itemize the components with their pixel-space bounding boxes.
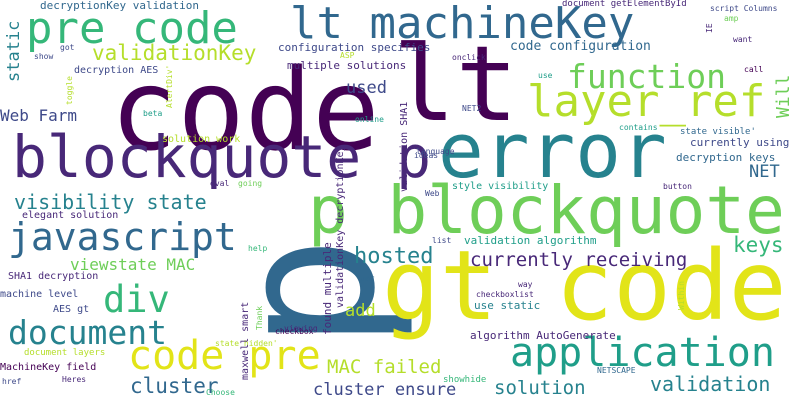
word-call: call [744,65,764,74]
word-solution-work: solution work [162,134,241,145]
word-state-hidden: state hidden' [215,339,278,348]
word-maxwell-smart: maxwell smart [240,301,251,380]
word-netscape: NETSCAPE [597,366,636,375]
word-application: application [510,330,775,376]
word-show: show [34,52,54,61]
word-javascript: javascript [8,215,237,259]
word-algorithm-autogenerate: algorithm AutoGenerate [470,329,616,342]
word-currently-using: currently using [690,136,790,149]
word-lt-machinekey: lt machineKey [290,0,635,49]
word-heres: Heres [62,375,87,384]
word-eval: eval [210,179,230,188]
word-validationkey-decryptionkey: validationKey decryptionKey [335,145,346,308]
word-ie: IE [705,23,714,33]
word-document: document [8,313,167,352]
word-machinekey-field: MachineKey field [0,362,97,373]
word-viewing: viewing [284,324,318,333]
word-blockquote-p: blockquote p [12,123,432,191]
word-document-layers: document layers [24,348,106,358]
word-list: list [432,236,452,245]
word-viewstate-mac: viewstate MAC [70,255,196,274]
word-code: code [110,46,380,176]
word-used: used [346,78,387,98]
word-add: add [345,301,376,321]
word-going: going [238,179,263,188]
word-onclick: onclick [452,53,486,62]
word-static: static [4,20,24,82]
word-aes-gt: AES gt [53,304,90,315]
word-showhide: showhide [443,375,487,385]
word-checkbox: checkbox [275,327,314,336]
word-var: var [360,274,375,283]
word-style-visibility: style visibility [452,181,549,192]
word-layer-ref: layer_ref [527,76,766,127]
word-mac-failed: MAC failed [327,356,442,378]
word-asp: ASP [340,51,355,60]
word-alertdiv: AlertDiv' [165,64,174,108]
word-div: div [103,278,170,321]
word-toggle: toggle [65,76,74,105]
word-function: function [567,57,726,96]
word-cluster-ensure: cluster ensure [313,380,457,400]
word-solution: solution [494,377,586,399]
word-want: want [733,35,753,44]
word-multiple-solutions: multiple solutions [287,59,407,72]
word-decryption-aes: decryption AES [74,65,159,76]
word-validation: validation [650,372,771,396]
word-state-visible: state visible' [680,127,756,137]
word-net2: NET2 [462,104,482,113]
word-error: error [438,106,667,195]
word-script-columns: script Columns [710,4,778,13]
word-visibility-state: visibility state [14,190,207,214]
word-choose: Choose [206,388,235,397]
word-sha1-decryption: SHA1 decryption [8,271,99,282]
word-validationkey: validationKey [92,41,257,65]
word-web: Web [425,189,440,198]
word-p-blockquote: p blockquote [308,172,785,249]
word-ideas: ideas [414,151,439,160]
word-net: NET [749,162,780,182]
word-thank: Thank [255,305,264,330]
word-beta: beta [143,109,163,118]
word-way: way [518,280,533,289]
word-button: button [663,182,692,191]
word-checkboxlist: checkboxlist [476,290,534,299]
word-pre-code: pre code [26,3,238,54]
word-gt-code: gt code [382,230,787,342]
word-use-static: use static [474,299,541,312]
word-document-getelementbyid: document getElementById [562,0,687,9]
word-online: online [355,115,384,124]
word-validation-sha1: validation SHA1 [399,101,410,192]
word-help: help [248,244,268,253]
word-keys: keys [733,233,784,257]
word-contains: contains [619,123,658,132]
word-currently-receiving: currently receiving [470,249,688,271]
word-machine-level: machine level [0,289,79,300]
word-use: use [538,71,553,80]
word-validation-algorithm: validation algorithm [464,234,597,247]
word-got: got [60,43,75,52]
word-cluster: cluster [130,374,219,398]
word-web-farm: Web Farm [0,106,78,125]
word-found-multiple: found multiple [321,242,334,335]
word-elegant-solution: elegant solution [22,210,119,221]
word-href: href [2,377,22,386]
word-lt: lt [393,23,519,145]
word-language: language [416,147,455,156]
word-hosted: hosted [354,244,434,269]
word-decryptionkey-validation: decryptionKey validation [40,0,199,12]
word-code-configuration: code configuration [510,39,651,54]
word-amp: amp [724,14,739,23]
word-within: Within [677,281,686,310]
word-configuration-specifies: configuration specifies [278,41,431,54]
word-code-pre: code pre [128,333,321,379]
word-decryption-keys: decryption keys [676,151,776,164]
word-will: Will [773,74,794,118]
